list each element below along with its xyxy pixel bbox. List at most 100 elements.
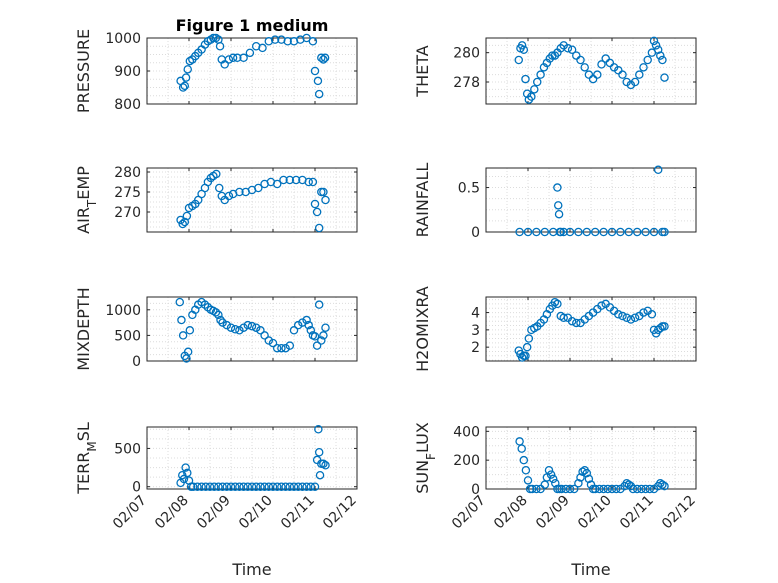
subplot-2: 278 280 THETA xyxy=(413,36,697,105)
y-axis-label: PRESSURE xyxy=(74,29,93,113)
data-point xyxy=(590,484,600,494)
data-point xyxy=(310,332,320,341)
data-point xyxy=(268,482,278,491)
data-point xyxy=(214,183,224,193)
data-point xyxy=(226,482,236,491)
data-point xyxy=(519,455,529,465)
data-point xyxy=(245,48,255,58)
data-point xyxy=(656,51,665,60)
data-point xyxy=(660,73,669,82)
data-point xyxy=(220,60,229,69)
data-point xyxy=(226,323,236,332)
x-axis-label: Time xyxy=(570,560,610,579)
x-tick-label: 02/08 xyxy=(152,493,192,533)
data-point xyxy=(540,227,550,237)
data-point xyxy=(314,300,324,309)
data-point xyxy=(588,74,598,84)
y-axis-label: TERRMSL xyxy=(74,422,99,495)
data-point xyxy=(233,53,242,63)
data-point xyxy=(206,173,216,183)
y-tick-label: 278 xyxy=(453,75,480,91)
data-point xyxy=(618,311,627,321)
data-point xyxy=(310,66,320,76)
data-point xyxy=(177,315,186,325)
data-point xyxy=(567,45,577,54)
data-point xyxy=(559,313,568,323)
data-point xyxy=(660,481,669,491)
data-point xyxy=(641,484,650,494)
data-point xyxy=(593,70,602,79)
x-tick-label: 02/09 xyxy=(533,493,573,533)
data-point xyxy=(310,199,320,209)
data-point xyxy=(649,36,659,46)
data-point xyxy=(306,326,316,335)
data-point xyxy=(315,470,325,480)
axes-frame xyxy=(146,167,358,233)
data-point xyxy=(302,33,311,43)
data-point xyxy=(218,318,227,327)
y-tick-label: 3 xyxy=(471,323,480,339)
y-tick-label: 0 xyxy=(132,354,141,370)
data-point xyxy=(532,484,541,494)
data-point xyxy=(622,478,631,488)
data-point xyxy=(293,320,303,330)
data-point xyxy=(546,470,556,479)
data-point xyxy=(304,177,313,187)
data-point xyxy=(514,55,524,65)
data-point xyxy=(272,343,282,353)
data-point xyxy=(536,70,545,79)
data-point xyxy=(180,81,190,91)
data-point xyxy=(264,336,274,345)
data-point xyxy=(239,323,248,332)
data-point xyxy=(645,484,655,494)
data-point xyxy=(247,482,257,491)
data-point xyxy=(312,207,322,217)
y-tick-label: 200 xyxy=(453,453,480,469)
data-point xyxy=(312,341,322,350)
data-point xyxy=(256,326,265,335)
axes-frame xyxy=(146,426,358,490)
data-point xyxy=(574,478,583,488)
data-point xyxy=(317,336,326,345)
data-point xyxy=(178,83,188,92)
data-point xyxy=(521,466,531,475)
data-point xyxy=(215,42,225,51)
x-tick-label: 02/09 xyxy=(194,493,234,533)
data-point xyxy=(201,482,211,491)
data-point xyxy=(523,476,533,485)
data-point xyxy=(521,74,530,84)
data-point xyxy=(224,191,234,201)
data-point xyxy=(277,482,286,491)
data-point xyxy=(178,219,187,229)
data-point xyxy=(222,320,232,330)
data-point xyxy=(523,227,533,237)
data-point xyxy=(279,175,288,185)
data-point xyxy=(302,482,311,491)
data-point xyxy=(582,227,592,237)
data-point xyxy=(641,227,650,237)
data-point xyxy=(565,484,575,494)
data-point xyxy=(576,473,585,482)
data-point xyxy=(308,177,318,187)
data-point xyxy=(515,227,524,237)
data-point xyxy=(590,227,600,237)
data-point xyxy=(572,318,581,328)
data-point xyxy=(185,326,195,335)
data-point xyxy=(660,322,669,331)
data-point xyxy=(567,316,577,326)
subplot-6: 234 H2OMIXRA xyxy=(413,286,697,372)
y-tick-label: 0.5 xyxy=(458,181,480,197)
data-point xyxy=(314,223,324,233)
x-tick-label: 02/07 xyxy=(110,493,150,533)
data-point xyxy=(283,37,292,46)
data-point xyxy=(569,484,579,494)
data-point xyxy=(632,484,642,494)
data-point xyxy=(614,310,623,319)
data-point xyxy=(321,323,330,332)
data-point xyxy=(205,482,215,491)
y-tick-label: 270 xyxy=(114,205,141,221)
data-point xyxy=(251,482,261,491)
y-tick-label: 900 xyxy=(114,64,141,80)
subplot-8: 0 200 400 02/07 02/08 02/09 02/10 02/11 02/12 SUN… xyxy=(413,422,699,579)
data-point xyxy=(230,482,240,491)
